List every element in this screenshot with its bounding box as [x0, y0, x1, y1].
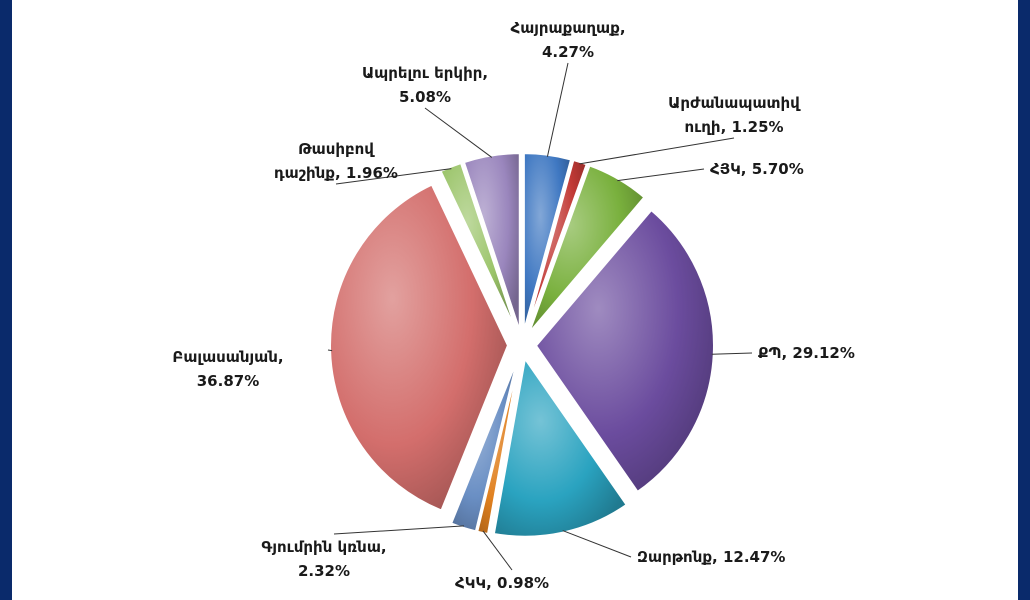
- data-label-line: ՀՅԿ, 5.70%: [710, 160, 804, 178]
- data-label-հկկ: ՀԿԿ, 0.98%: [455, 574, 549, 592]
- data-label-line: ՔՊ, 29.12%: [758, 344, 855, 362]
- data-label-line: ՀԿԿ, 0.98%: [455, 574, 549, 592]
- data-label-line: Ապրելու երկիր,: [362, 64, 488, 82]
- data-label-հայրաքաղաք: Հայրաքաղաք, 4.27%: [510, 19, 625, 61]
- data-label-արժանապատիվ-ուղի: Արժանապատիվ ուղի, 1.25%: [668, 94, 801, 136]
- leader-line-ապրելու-երկիր: [424, 107, 493, 158]
- pie-slice-զարթոնք: [492, 356, 628, 538]
- data-label-գյումրին-կռնա: Գյումրին կռնա, 2.32%: [261, 538, 386, 580]
- leader-line-բալասանյան: [327, 349, 333, 352]
- data-label-զարթոնք: Զարթոնք, 12.47%: [637, 548, 785, 566]
- pie-chart: Հայրաքաղաք, 4.27% Արժանապատիվ ուղի, 1.25% ՀՅ…: [172, 19, 854, 592]
- data-label-line: 4.27%: [542, 43, 594, 61]
- leader-line-զարթոնք: [562, 530, 632, 558]
- data-label-line: 2.32%: [298, 562, 350, 580]
- data-label-line: Գյումրին կռնա,: [261, 538, 386, 556]
- leader-line-թասիբով-դաշինք: [335, 168, 452, 185]
- data-label-line: ուղի, 1.25%: [684, 118, 783, 136]
- data-label-line: Հայրաքաղաք,: [510, 19, 625, 37]
- data-label-ապրելու-երկիր: Ապրելու երկիր, 5.08%: [362, 64, 488, 106]
- pie-slice-ապրելու-երկիր: [462, 152, 521, 332]
- data-label-line: 5.08%: [399, 88, 451, 106]
- pie-slices: [329, 152, 715, 538]
- leader-line-հկկ: [482, 530, 513, 571]
- pie-leader-lines: [327, 62, 753, 571]
- data-label-թասիբով-դաշինք: Թասիբով դաշինք, 1.96%: [274, 140, 398, 182]
- leader-line-հայրաքաղաք: [546, 62, 569, 157]
- leader-line-արժանապատիվ-ուղի: [579, 137, 735, 165]
- pie-slice-արժանապատիվ-ուղի: [525, 158, 589, 332]
- data-label-line: Զարթոնք, 12.47%: [637, 548, 785, 566]
- data-label-հյկ: ՀՅԿ, 5.70%: [710, 160, 804, 178]
- pie-labels: Հայրաքաղաք, 4.27% Արժանապատիվ ուղի, 1.25% ՀՅ…: [172, 19, 854, 592]
- pie-slice-թասիբով-դաշինք: [439, 161, 518, 333]
- leader-line-գյումրին-կռնա: [333, 525, 465, 535]
- pie-slice-հյկ: [528, 164, 646, 334]
- data-label-բալասանյան: Բալասանյան, 36.87%: [172, 348, 283, 390]
- pie-slice-գյումրին-կռնա: [449, 357, 519, 533]
- data-label-line: դաշինք, 1.96%: [274, 164, 398, 182]
- data-label-line: 36.87%: [197, 372, 259, 390]
- data-label-line: Բալասանյան,: [172, 348, 283, 366]
- data-label-քպ: ՔՊ, 29.12%: [758, 344, 855, 362]
- leader-line-հյկ: [617, 168, 705, 182]
- data-label-line: Արժանապատիվ: [668, 94, 801, 112]
- leader-line-քպ: [711, 352, 753, 355]
- pie-slice-հկկ: [476, 358, 521, 536]
- chart-frame: Հայրաքաղաք, 4.27% Արժանապատիվ ուղի, 1.25% ՀՅ…: [12, 0, 1018, 600]
- data-label-line: Թասիբով: [298, 140, 375, 158]
